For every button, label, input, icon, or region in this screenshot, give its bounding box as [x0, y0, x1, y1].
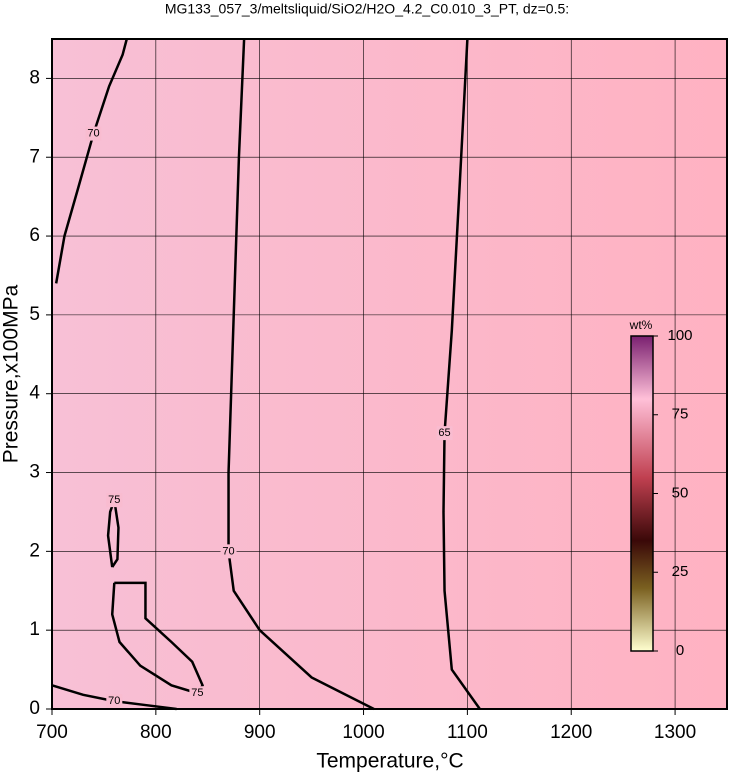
x-tick-label: 1000	[342, 722, 384, 743]
y-tick-label: 1	[29, 619, 40, 640]
x-tick-label: 800	[140, 722, 172, 743]
x-tick-label: 700	[36, 722, 68, 743]
colorbar-label: wt%	[629, 318, 653, 332]
plot-area	[52, 39, 727, 709]
y-tick-label: 6	[29, 225, 40, 246]
contour-label: 70	[222, 545, 234, 557]
y-tick-label: 5	[29, 304, 40, 325]
contour-label-bg	[189, 686, 206, 701]
y-tick-label: 2	[29, 540, 40, 561]
contour-label-bg	[436, 426, 453, 441]
contour-label: 75	[108, 494, 120, 506]
y-axis-label: Pressure,x100MPa	[0, 284, 23, 463]
x-tick-label: 1200	[550, 722, 592, 743]
contour-label: 70	[87, 127, 99, 139]
contour-label: 70	[108, 695, 120, 707]
y-tick-label: 3	[29, 462, 40, 483]
contour-label-bg	[220, 544, 237, 559]
x-tick-label: 1300	[654, 722, 696, 743]
colorbar	[630, 335, 654, 652]
contour-label-bg	[106, 493, 123, 508]
y-tick-label: 8	[29, 67, 40, 88]
colorbar-tick-label: 100	[667, 327, 692, 344]
plot-frame	[51, 38, 728, 710]
contour-label: 65	[438, 427, 450, 439]
contour-label-bg	[85, 126, 102, 141]
x-tick-label: 900	[244, 722, 276, 743]
y-tick-label: 4	[29, 383, 40, 404]
chart-title: MG133_057_3/meltsliquid/SiO2/H2O_4.2_C0.…	[165, 1, 569, 17]
x-tick-label: 1100	[447, 722, 488, 743]
x-axis-label: Temperature,°C	[316, 750, 463, 773]
colorbar-tick-label: 25	[672, 563, 689, 580]
colorbar-tick-label: 75	[672, 406, 689, 423]
y-tick-label: 7	[29, 146, 40, 167]
contour-line	[442, 38, 481, 710]
contour-label-bg	[106, 694, 123, 709]
contour-label: 75	[191, 687, 203, 699]
colorbar-tick-label: 50	[672, 484, 689, 501]
colorbar-tick-label: 0	[676, 642, 684, 659]
y-tick-label: 0	[29, 698, 40, 719]
